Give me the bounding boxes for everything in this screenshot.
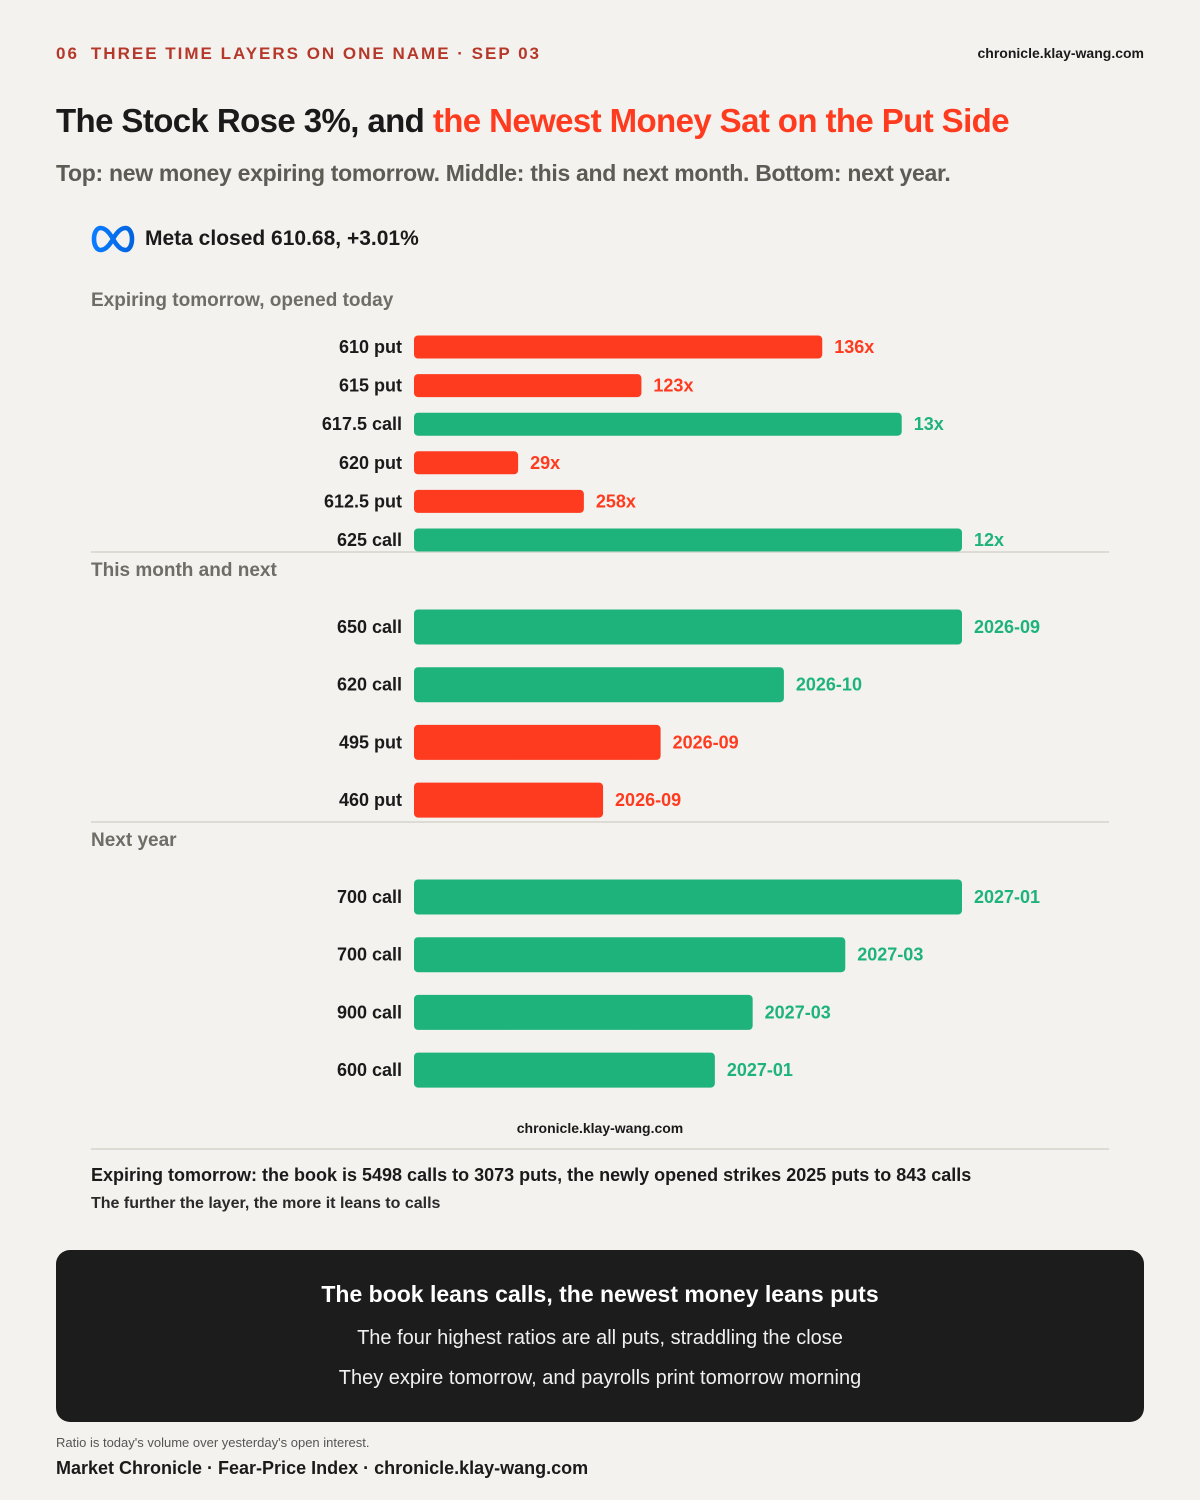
callout-line-2: They expire tomorrow, and payrolls print… (338, 1367, 862, 1389)
meta-infinity-logo (91, 225, 135, 253)
bar-value-label: 12x (974, 530, 1004, 550)
bar-category-label: 700 call (337, 887, 402, 907)
bar-put (414, 374, 642, 398)
bar-value-label: 2027-01 (727, 1060, 793, 1080)
section-label-tomorrow: Expiring tomorrow, opened today (91, 290, 394, 311)
title-highlight: the Newest Money Sat on the Put Side (432, 102, 1010, 139)
divider-1 (91, 551, 1109, 553)
kicker: 06 THREE TIME LAYERS ON ONE NAME · SEP 03 (56, 44, 541, 64)
divider-2 (91, 821, 1109, 823)
bar-value-label: 258x (596, 491, 636, 511)
title-lead: The Stock Rose 3%, and (56, 102, 433, 139)
bar-category-label: 615 put (339, 376, 402, 396)
chart-site-credit: chronicle.klay-wang.com (516, 1120, 684, 1136)
bar-category-label: 617.5 call (322, 414, 402, 434)
bar-value-label: 2026-10 (796, 675, 862, 695)
page-subtitle: Top: new money expiring tomorrow. Middle… (56, 160, 951, 186)
bar-category-label: 620 put (339, 453, 402, 473)
bar-call (414, 412, 902, 436)
callout-box: The book leans calls, the newest money l… (56, 1250, 1144, 1422)
callout-title: The book leans calls, the newest money l… (321, 1281, 879, 1307)
bar-call (414, 994, 753, 1030)
page-title: The Stock Rose 3%, and the Newest Money … (56, 102, 1010, 140)
bar-category-label: 625 call (337, 530, 402, 550)
section-label-next-year: Next year (91, 830, 177, 851)
bar-category-label: 460 put (339, 790, 402, 810)
bar-call (414, 879, 962, 915)
bar-call (414, 667, 784, 703)
bar-call (414, 609, 962, 645)
bar-put (414, 335, 823, 359)
bar-value-label: 13x (914, 414, 944, 434)
bar-category-label: 612.5 put (324, 491, 402, 511)
bar-value-label: 2026-09 (673, 732, 739, 752)
bar-category-label: 495 put (339, 732, 402, 752)
bar-put (414, 724, 661, 760)
section-number: 06 (56, 44, 79, 63)
bar-value-label: 2027-01 (974, 887, 1040, 907)
ticker-row: Meta closed 610.68, +3.01% (91, 224, 419, 254)
callout-line-1: The four highest ratios are all puts, st… (357, 1327, 843, 1349)
section-label-this-month: This month and next (91, 560, 277, 581)
bar-value-label: 2026-09 (615, 790, 681, 810)
footer-credit: Market Chronicle · Fear-Price Index · ch… (56, 1458, 589, 1478)
bar-value-label: 123x (653, 376, 693, 396)
method-note: Ratio is today's volume over yesterday's… (56, 1435, 370, 1450)
bar-call (414, 528, 962, 552)
summary-line: Expiring tomorrow: the book is 5498 call… (91, 1165, 972, 1185)
bar-category-label: 610 put (339, 337, 402, 357)
divider-3 (91, 1148, 1109, 1150)
bar-value-label: 2026-09 (974, 617, 1040, 637)
bar-category-label: 650 call (337, 617, 402, 637)
bar-category-label: 600 call (337, 1060, 402, 1080)
bar-call (414, 1052, 715, 1088)
bar-value-label: 2027-03 (857, 945, 923, 965)
bar-put (414, 782, 604, 818)
bar-value-label: 2027-03 (765, 1002, 831, 1022)
bar-category-label: 900 call (337, 1002, 402, 1022)
bar-category-label: 700 call (337, 945, 402, 965)
kicker-text: THREE TIME LAYERS ON ONE NAME · SEP 03 (90, 44, 541, 63)
summary-sub: The further the layer, the more it leans… (91, 1195, 441, 1212)
bar-value-label: 29x (530, 453, 560, 473)
bar-category-label: 620 call (337, 675, 402, 695)
bar-value-label: 136x (834, 337, 874, 357)
bar-put (414, 489, 584, 513)
bar-put (414, 451, 519, 475)
bar-chart: 610 put 136x 615 put 123x 617.5 call 13x 620 p… (322, 335, 1040, 1088)
ticker-close: Meta closed 610.68, +3.01% (145, 227, 419, 250)
bar-call (414, 937, 846, 973)
site-link-top[interactable]: chronicle.klay-wang.com (977, 45, 1145, 61)
